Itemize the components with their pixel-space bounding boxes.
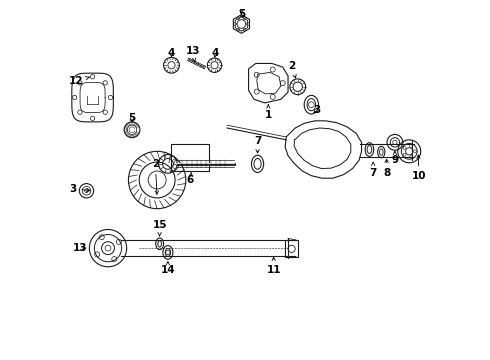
Text: 3: 3 [69,184,90,194]
Text: 7: 7 [254,136,261,153]
Text: 5: 5 [128,113,136,123]
Bar [285,240,298,257]
Text: 8: 8 [383,159,390,178]
Text: 3: 3 [313,105,320,115]
Text: 2: 2 [152,159,159,194]
Text: 4: 4 [168,48,175,58]
Text: 7: 7 [369,162,377,178]
Text: 2: 2 [288,61,296,78]
Text: 10: 10 [412,155,426,181]
Text: 15: 15 [152,220,167,236]
Text: 14: 14 [161,262,175,275]
Text: 11: 11 [267,257,281,275]
Text: 6: 6 [187,172,194,185]
Text: 12: 12 [69,76,89,86]
Text: 9: 9 [392,151,398,165]
Text: 4: 4 [212,48,220,58]
Text: 13: 13 [186,46,200,62]
Text: 1: 1 [265,105,272,121]
Text: 5: 5 [238,9,245,19]
Text: 13: 13 [73,243,87,253]
Bar [172,144,209,171]
